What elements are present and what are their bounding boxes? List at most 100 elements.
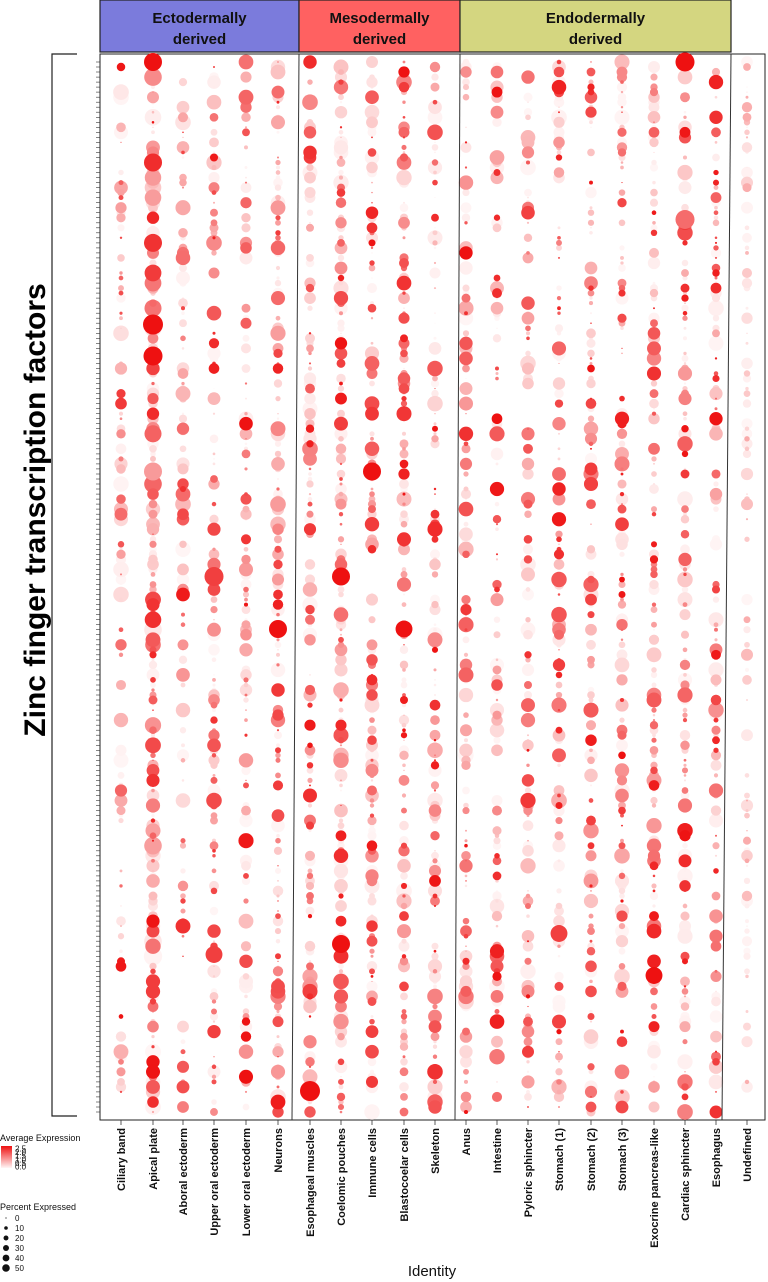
expression-dot (490, 171, 504, 185)
expression-dot (618, 806, 626, 815)
expression-dot (402, 894, 406, 898)
expression-dot (556, 244, 562, 251)
expression-dot (588, 913, 594, 919)
expression-dot (620, 572, 624, 577)
expression-dot (434, 388, 436, 390)
expression-dot (399, 459, 409, 469)
expression-dot (587, 1063, 595, 1071)
expression-dot (649, 721, 659, 730)
expression-dot (647, 110, 661, 124)
expression-dot (175, 250, 191, 266)
expression-dot (648, 101, 660, 113)
expression-dot (334, 105, 348, 119)
expression-dot (180, 868, 186, 874)
expression-dot (148, 554, 158, 565)
expression-dot (241, 605, 251, 614)
expression-dot (211, 999, 217, 1004)
expression-dot (551, 697, 567, 713)
expression-dot (553, 915, 565, 927)
expression-dot (241, 112, 251, 123)
expression-dot (307, 868, 313, 874)
expression-dot (646, 838, 662, 853)
expression-dot (651, 411, 657, 416)
expression-dot (151, 688, 155, 692)
expression-dot (555, 530, 563, 538)
expression-dot (522, 895, 534, 907)
expression-dot (585, 106, 597, 118)
expression-dot (587, 148, 595, 157)
pct-legend-dot (3, 1235, 9, 1241)
expression-dot (682, 1089, 688, 1095)
expression-dot (212, 65, 216, 69)
expression-dot (618, 440, 626, 448)
x-tick-label: Neurons (273, 1128, 285, 1173)
expression-dot (458, 667, 474, 683)
expression-dot (620, 838, 624, 843)
expression-dot (589, 939, 593, 943)
expression-dot (113, 1044, 129, 1060)
expression-dot (333, 752, 349, 769)
expression-dot (679, 830, 691, 842)
expression-dot (209, 991, 219, 1001)
expression-dot (427, 160, 443, 175)
expression-dot (402, 1055, 406, 1059)
expression-dot (177, 1101, 189, 1113)
expression-dot (745, 809, 749, 813)
expression-dot (240, 628, 252, 641)
expression-dot (558, 543, 560, 546)
expression-dot (584, 432, 598, 445)
expression-dot (334, 879, 348, 893)
expression-dot (116, 916, 126, 926)
expression-dot (677, 868, 693, 884)
expression-dot (303, 372, 317, 385)
expression-dot (710, 247, 722, 259)
expression-dot (651, 737, 657, 743)
expression-dot (116, 62, 126, 72)
expression-dot (680, 529, 690, 539)
expression-dot (587, 83, 595, 91)
expression-dot (306, 254, 314, 262)
expression-dot (400, 520, 408, 528)
expression-dot-notable (550, 925, 568, 942)
expression-dot (274, 867, 282, 874)
expression-dot (146, 859, 160, 873)
expression-dot (208, 754, 220, 766)
expression-dot (277, 412, 279, 415)
expression-dot (364, 356, 380, 371)
expression-dot (212, 708, 216, 713)
expression-dot (491, 744, 503, 757)
expression-dot (333, 1013, 349, 1030)
expression-dot (402, 60, 406, 64)
expression-dot-notable (144, 462, 162, 481)
expression-dot (680, 1002, 690, 1011)
expression-dot (308, 362, 312, 365)
expression-dot (367, 997, 377, 1006)
expression-dot (461, 594, 471, 605)
expression-dot (305, 383, 315, 394)
avg-expression-tick: 1.0 (15, 1155, 27, 1164)
expression-dot (649, 247, 659, 258)
expression-dot (558, 649, 560, 651)
expression-dot (399, 660, 409, 670)
expression-dot (521, 1025, 535, 1038)
expression-dot (402, 291, 406, 295)
expression-dot (684, 870, 686, 872)
expression-dot (620, 255, 624, 260)
expression-dot (521, 567, 535, 582)
expression-dot (525, 617, 531, 623)
expression-dot (147, 488, 159, 500)
expression-dot (652, 713, 656, 717)
expression-dot (277, 1056, 279, 1058)
expression-dot (398, 775, 410, 786)
expression-dot (337, 736, 345, 744)
expression-dot (120, 141, 122, 144)
expression-dot (712, 219, 720, 227)
expression-dot (745, 341, 749, 345)
expression-dot (120, 925, 122, 927)
expression-dot (181, 381, 185, 386)
avg-expression-tick: 2.0 (15, 1148, 27, 1157)
expression-dot (213, 674, 215, 676)
expression-dot (712, 842, 720, 850)
expression-dot (119, 949, 123, 954)
expression-dot (679, 609, 691, 621)
